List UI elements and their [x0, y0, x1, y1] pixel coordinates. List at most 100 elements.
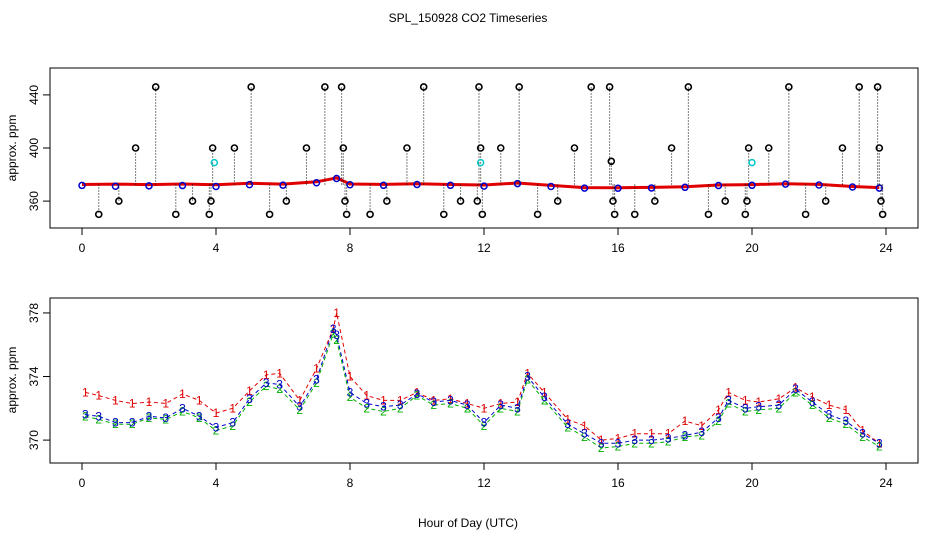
- series-point-3: 3: [742, 401, 749, 415]
- series-point-2: 2: [631, 436, 638, 450]
- series-point-1: 1: [82, 385, 89, 399]
- series-point-2: 2: [725, 397, 732, 411]
- series-point-1: 1: [112, 393, 119, 407]
- series-point-1: 1: [333, 306, 340, 320]
- flag-point: [341, 197, 349, 205]
- series-point-3: 3: [363, 397, 370, 411]
- x-tick-label: 8: [347, 476, 354, 490]
- series-point-s3: [513, 179, 522, 188]
- flag-point: [366, 210, 374, 219]
- series-point-2: 2: [82, 409, 89, 423]
- series-point-3: 3: [347, 385, 354, 399]
- series-point-3: 3: [447, 393, 454, 407]
- flag-point: [651, 197, 659, 205]
- flag-point: [838, 144, 847, 152]
- series-point-3: 3: [112, 416, 119, 430]
- series-point-2: 2: [363, 401, 370, 415]
- series-point-2: 2: [581, 430, 588, 444]
- series-point-2: 2: [541, 393, 548, 407]
- x-axis-label: Hour of Day (UTC): [418, 516, 518, 530]
- series-point-s3: [245, 180, 254, 189]
- series-point-1: 1: [792, 381, 799, 395]
- series-point-alt: [476, 158, 485, 167]
- series-point-2: 2: [665, 435, 672, 449]
- series-point-2: 2: [598, 441, 605, 455]
- series-point-s3: [145, 182, 153, 190]
- series-point-1: 1: [725, 385, 732, 399]
- flag-point: [419, 83, 428, 91]
- series-point-2: 2: [876, 439, 883, 453]
- series-point-1: 1: [313, 362, 320, 376]
- x-tick-label: 20: [745, 241, 759, 255]
- x-tick-label: 4: [213, 241, 220, 255]
- flag-point: [342, 210, 351, 219]
- flag-point: [855, 83, 864, 91]
- series-point-3: 3: [775, 398, 782, 412]
- y-tick-label: 440: [27, 85, 41, 105]
- series-point-1: 1: [497, 397, 504, 411]
- series-point-s3: [312, 179, 321, 187]
- flag-point: [478, 210, 487, 219]
- series-point-s3: [446, 181, 455, 190]
- flag-point: [515, 83, 523, 91]
- series-point-3: 3: [330, 322, 337, 336]
- series-point-3: 3: [481, 416, 488, 430]
- series-point-2: 2: [742, 404, 749, 418]
- series-point-1: 1: [514, 395, 521, 409]
- series-point-s3: [547, 182, 555, 191]
- flag-point: [151, 83, 160, 91]
- series-point-3: 3: [725, 393, 732, 407]
- series-point-2: 2: [333, 333, 340, 347]
- flag-point: [743, 197, 751, 205]
- series-point-1: 1: [129, 397, 136, 411]
- series-point-2: 2: [129, 417, 136, 431]
- series-point-1: 1: [564, 412, 571, 426]
- series-point-2: 2: [524, 373, 531, 387]
- series-point-3: 3: [631, 433, 638, 447]
- series-point-2: 2: [276, 382, 283, 396]
- series-point-1: 1: [162, 397, 169, 411]
- series-point-2: 2: [859, 430, 866, 444]
- series-point-3: 3: [876, 436, 883, 450]
- series-point-1: 1: [826, 398, 833, 412]
- flag-point: [741, 210, 750, 219]
- series-point-1: 1: [698, 419, 705, 433]
- series-point-3: 3: [792, 382, 799, 396]
- series-point-1: 1: [447, 392, 454, 406]
- flag-point: [878, 210, 887, 219]
- series-point-s3: [681, 183, 689, 192]
- flag-point: [94, 210, 103, 219]
- x-tick-label: 0: [79, 241, 86, 255]
- series-point-2: 2: [196, 411, 203, 425]
- series-point-2: 2: [397, 401, 404, 415]
- flag-point: [321, 83, 329, 91]
- series-point-2: 2: [380, 404, 387, 418]
- series-point-3: 3: [213, 420, 220, 434]
- series-point-1: 1: [146, 395, 153, 409]
- series-line-s1: [81, 176, 880, 190]
- flag-point: [282, 197, 291, 205]
- series-point-1: 1: [464, 397, 471, 411]
- series-point-2: 2: [615, 439, 622, 453]
- bottom-y-axis-label: approx. ppm: [5, 347, 19, 414]
- series-point-2: 2: [481, 419, 488, 433]
- series-point-1: 1: [363, 389, 370, 403]
- series-point-3: 3: [397, 398, 404, 412]
- series-point-3: 3: [648, 433, 655, 447]
- series-point-3: 3: [129, 416, 136, 430]
- series-point-1: 1: [430, 393, 437, 407]
- series-point-3: 3: [82, 408, 89, 422]
- series-point-1: 1: [179, 387, 186, 401]
- series-point-s3: [815, 181, 823, 189]
- series-point-3: 3: [615, 436, 622, 450]
- series-point-3: 3: [598, 436, 605, 450]
- flag-point: [339, 144, 348, 152]
- series-point-3: 3: [715, 411, 722, 425]
- series-point-3: 3: [564, 417, 571, 431]
- series-point-3: 3: [380, 400, 387, 414]
- series-point-3: 3: [826, 408, 833, 422]
- flag-point: [630, 210, 639, 219]
- flag-point: [667, 144, 676, 152]
- series-point-s3: [848, 183, 857, 191]
- flag-point: [475, 83, 483, 91]
